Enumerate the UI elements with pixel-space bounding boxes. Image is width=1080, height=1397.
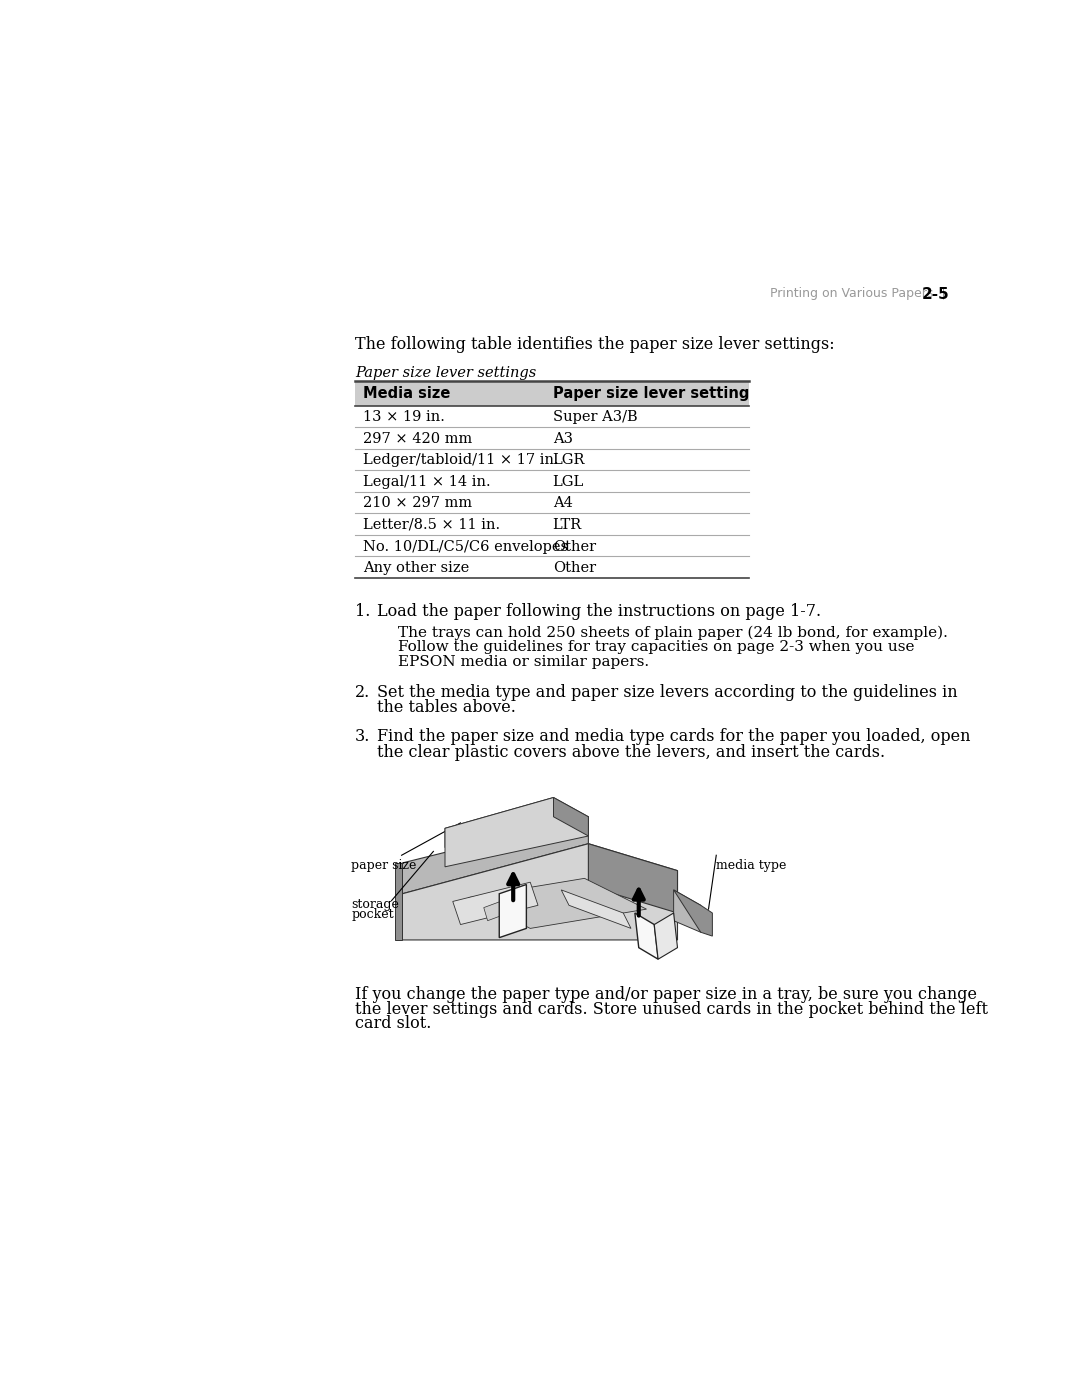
Text: card slot.: card slot. — [355, 1016, 432, 1032]
Text: No. 10/DL/C5/C6 envelopes: No. 10/DL/C5/C6 envelopes — [363, 539, 568, 553]
Text: Set the media type and paper size levers according to the guidelines in: Set the media type and paper size levers… — [377, 683, 958, 700]
Text: 1.: 1. — [355, 602, 370, 620]
Polygon shape — [469, 879, 647, 929]
Text: Legal/11 × 14 in.: Legal/11 × 14 in. — [363, 475, 490, 489]
Bar — [355, 381, 748, 405]
Polygon shape — [403, 844, 677, 940]
Polygon shape — [674, 890, 701, 932]
Text: Ledger/tabloid/11 × 17 in.: Ledger/tabloid/11 × 17 in. — [363, 453, 558, 468]
Text: Load the paper following the instructions on page 1-7.: Load the paper following the instruction… — [377, 602, 821, 620]
Text: Paper size lever setting: Paper size lever setting — [553, 387, 750, 401]
Polygon shape — [445, 798, 589, 866]
Text: LGL: LGL — [553, 475, 584, 489]
Text: the clear plastic covers above the levers, and insert the cards.: the clear plastic covers above the lever… — [377, 743, 885, 760]
Text: Super A3/B: Super A3/B — [553, 411, 637, 425]
Text: Find the paper size and media type cards for the paper you loaded, open: Find the paper size and media type cards… — [377, 728, 970, 745]
Text: EPSON media or similar papers.: EPSON media or similar papers. — [397, 655, 649, 669]
Text: LTR: LTR — [553, 518, 582, 532]
Text: 13 × 19 in.: 13 × 19 in. — [363, 411, 445, 425]
Text: paper size: paper size — [351, 859, 417, 872]
Polygon shape — [445, 798, 554, 848]
Text: 210 × 297 mm: 210 × 297 mm — [363, 496, 472, 510]
Text: 3.: 3. — [355, 728, 370, 745]
Text: The following table identifies the paper size lever settings:: The following table identifies the paper… — [355, 335, 835, 352]
Text: 2.: 2. — [355, 683, 370, 700]
Text: A3: A3 — [553, 432, 572, 446]
Polygon shape — [499, 884, 526, 937]
Text: 297 × 420 mm: 297 × 420 mm — [363, 432, 472, 446]
Polygon shape — [403, 817, 589, 894]
Polygon shape — [394, 863, 403, 940]
Text: Paper size lever settings: Paper size lever settings — [355, 366, 537, 380]
Text: 2-5: 2-5 — [921, 286, 949, 302]
Text: Other: Other — [553, 562, 596, 576]
Text: The trays can hold 250 sheets of plain paper (24 lb bond, for example).: The trays can hold 250 sheets of plain p… — [397, 626, 947, 640]
Text: LGR: LGR — [553, 453, 585, 468]
Polygon shape — [674, 890, 713, 936]
Text: storage: storage — [351, 898, 400, 911]
Text: Any other size: Any other size — [363, 562, 469, 576]
Text: Media size: Media size — [363, 387, 450, 401]
Text: If you change the paper type and/or paper size in a tray, be sure you change: If you change the paper type and/or pape… — [355, 986, 977, 1003]
Polygon shape — [484, 898, 515, 921]
Text: A4: A4 — [553, 496, 572, 510]
Text: Follow the guidelines for tray capacities on page 2-3 when you use: Follow the guidelines for tray capacitie… — [397, 640, 915, 654]
Polygon shape — [562, 890, 631, 929]
Text: media type: media type — [716, 859, 786, 872]
Polygon shape — [453, 882, 538, 925]
Polygon shape — [635, 914, 658, 960]
Text: Letter/8.5 × 11 in.: Letter/8.5 × 11 in. — [363, 518, 500, 532]
Text: the tables above.: the tables above. — [377, 698, 515, 715]
Text: Other: Other — [553, 539, 596, 553]
Text: Printing on Various Papers  |: Printing on Various Papers | — [770, 286, 954, 300]
Polygon shape — [554, 798, 589, 835]
Text: the lever settings and cards. Store unused cards in the pocket behind the left: the lever settings and cards. Store unus… — [355, 1000, 988, 1018]
Text: pocket: pocket — [351, 908, 394, 922]
Polygon shape — [654, 914, 677, 960]
Polygon shape — [589, 844, 677, 914]
